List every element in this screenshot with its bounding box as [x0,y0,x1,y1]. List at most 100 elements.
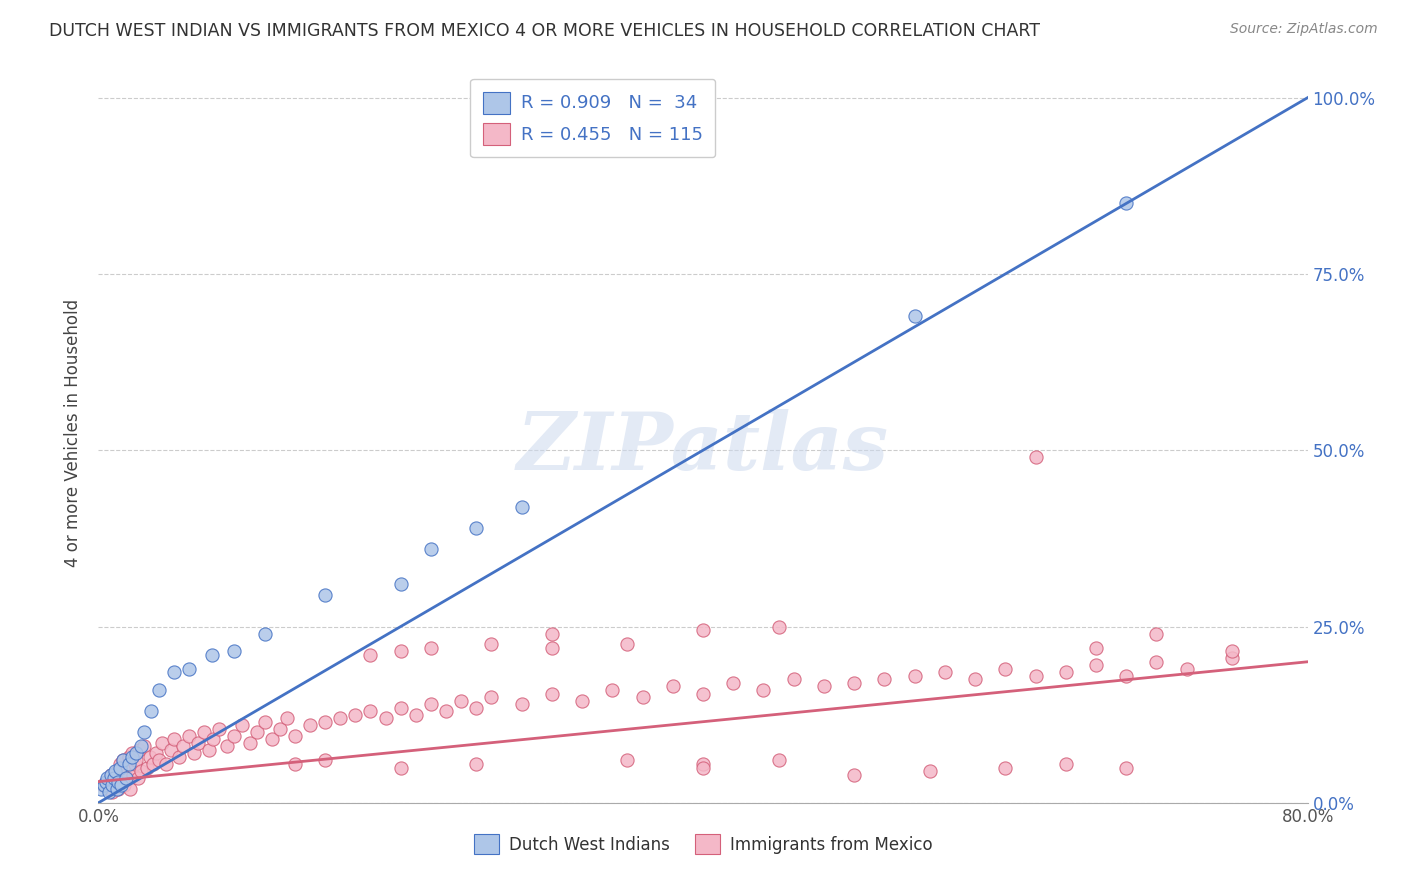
Point [284,757,307,772]
Point [314,714,336,729]
Point [965,673,987,687]
Point [224,644,246,658]
Point [723,676,745,690]
Point [121,750,143,764]
Point [844,676,866,690]
Point [314,588,336,602]
Point [183,747,205,761]
Point [98,781,121,796]
Point [108,760,131,774]
Point [114,760,136,774]
Point [100,767,122,781]
Point [661,680,683,694]
Point [121,747,143,761]
Point [510,500,533,514]
Point [692,686,714,700]
Point [873,673,896,687]
Point [284,729,307,743]
Point [1085,658,1108,673]
Point [90,781,112,796]
Point [246,725,269,739]
Point [111,754,134,768]
Point [100,767,122,781]
Point [148,754,170,768]
Point [110,778,132,792]
Point [389,760,412,774]
Point [329,711,352,725]
Point [118,757,141,772]
Point [253,714,276,729]
Point [124,757,146,772]
Point [420,541,443,556]
Point [405,707,427,722]
Point [389,644,412,658]
Point [465,700,488,714]
Text: DUTCH WEST INDIAN VS IMMIGRANTS FROM MEXICO 4 OR MORE VEHICLES IN HOUSEHOLD CORR: DUTCH WEST INDIAN VS IMMIGRANTS FROM MEX… [49,22,1040,40]
Point [1175,662,1198,676]
Point [389,577,412,591]
Point [481,690,503,704]
Point [1115,196,1137,211]
Legend: Dutch West Indians, Immigrants from Mexico: Dutch West Indians, Immigrants from Mexi… [467,828,939,861]
Point [120,781,142,796]
Point [420,640,443,655]
Point [1085,640,1108,655]
Point [994,760,1017,774]
Point [110,774,132,789]
Point [135,760,157,774]
Point [904,310,927,324]
Point [132,739,155,754]
Point [193,725,215,739]
Point [299,718,322,732]
Point [783,673,806,687]
Point [118,750,141,764]
Point [510,697,533,711]
Point [108,757,131,772]
Point [101,778,124,792]
Point [360,704,382,718]
Point [132,725,155,739]
Point [93,778,115,792]
Point [172,739,194,754]
Point [540,626,562,640]
Point [91,778,114,792]
Point [276,711,298,725]
Point [692,760,714,774]
Point [239,736,262,750]
Point [129,739,152,754]
Point [1220,651,1243,665]
Point [129,764,152,778]
Point [1024,669,1046,683]
Point [1054,757,1077,772]
Point [844,767,866,781]
Point [692,623,714,637]
Point [994,662,1017,676]
Point [344,707,367,722]
Point [540,686,562,700]
Point [163,732,186,747]
Point [813,680,835,694]
Point [420,697,443,711]
Point [752,683,775,698]
Point [389,700,412,714]
Point [160,743,183,757]
Point [179,729,201,743]
Point [224,729,246,743]
Point [571,693,593,707]
Point [314,754,336,768]
Point [105,781,128,796]
Point [1144,626,1167,640]
Text: Source: ZipAtlas.com: Source: ZipAtlas.com [1230,22,1378,37]
Point [187,736,209,750]
Point [934,665,956,680]
Point [465,521,488,535]
Point [103,771,125,785]
Point [201,648,224,662]
Point [208,722,231,736]
Point [202,732,225,747]
Point [253,626,276,640]
Point [481,637,503,651]
Point [167,750,190,764]
Point [103,771,125,785]
Point [105,764,128,778]
